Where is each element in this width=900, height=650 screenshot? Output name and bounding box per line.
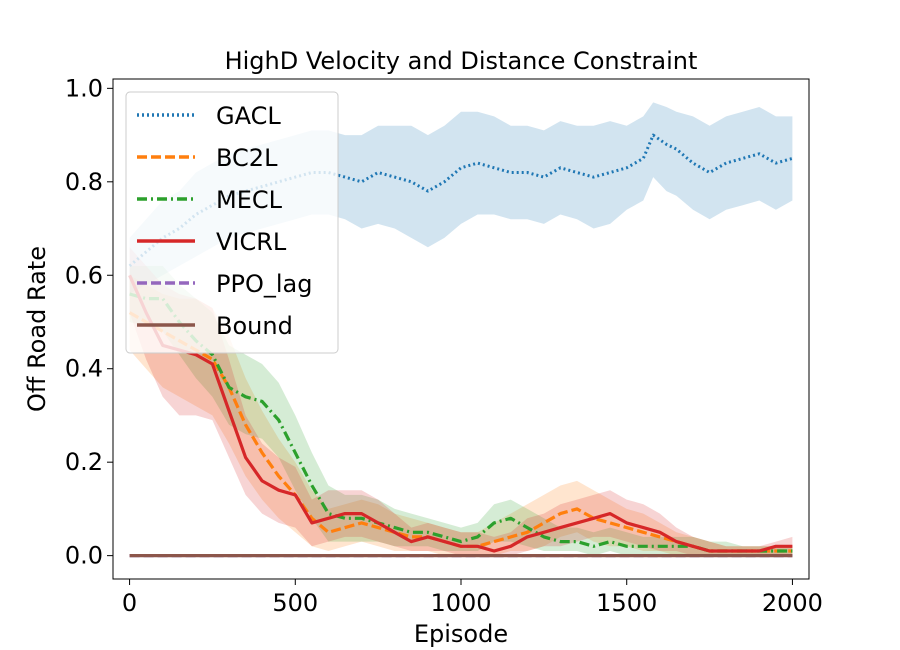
y-tick-label: 0.6 bbox=[65, 261, 103, 289]
legend: GACL BC2L MECL VICRL PPO_lag Bound bbox=[125, 91, 339, 354]
legend-label-gacl: GACL bbox=[216, 102, 281, 130]
x-tick-label: 1000 bbox=[430, 589, 491, 617]
legend-label-vicrl: VICRL bbox=[216, 228, 287, 256]
x-tick-label: 1500 bbox=[596, 589, 657, 617]
band-bc2l bbox=[129, 275, 793, 556]
y-tick-label: 1.0 bbox=[65, 74, 103, 102]
x-tick-label: 2000 bbox=[762, 589, 823, 617]
y-axis: 0.0 0.2 0.4 0.6 0.8 1.0 bbox=[65, 74, 113, 570]
legend-label-bc2l: BC2L bbox=[216, 144, 278, 172]
y-axis-label: Off Road Rate bbox=[23, 246, 51, 412]
chart-title: HighD Velocity and Distance Constraint bbox=[225, 47, 698, 75]
x-axis-label: Episode bbox=[414, 620, 508, 648]
y-tick-label: 0.4 bbox=[65, 355, 103, 383]
y-tick-label: 0.2 bbox=[65, 448, 103, 476]
x-tick-label: 500 bbox=[272, 589, 318, 617]
line-vicrl bbox=[128, 274, 793, 553]
line-mecl bbox=[129, 292, 793, 553]
x-tick-label: 0 bbox=[122, 589, 137, 617]
legend-label-bound: Bound bbox=[216, 312, 293, 340]
y-tick-label: 0.0 bbox=[65, 542, 103, 570]
legend-label-ppo-lag: PPO_lag bbox=[216, 270, 312, 298]
legend-label-mecl: MECL bbox=[216, 186, 283, 214]
band-mecl bbox=[129, 265, 793, 556]
y-tick-label: 0.8 bbox=[65, 168, 103, 196]
x-axis: 0 500 1000 1500 2000 bbox=[122, 579, 823, 617]
band-vicrl bbox=[129, 247, 793, 556]
